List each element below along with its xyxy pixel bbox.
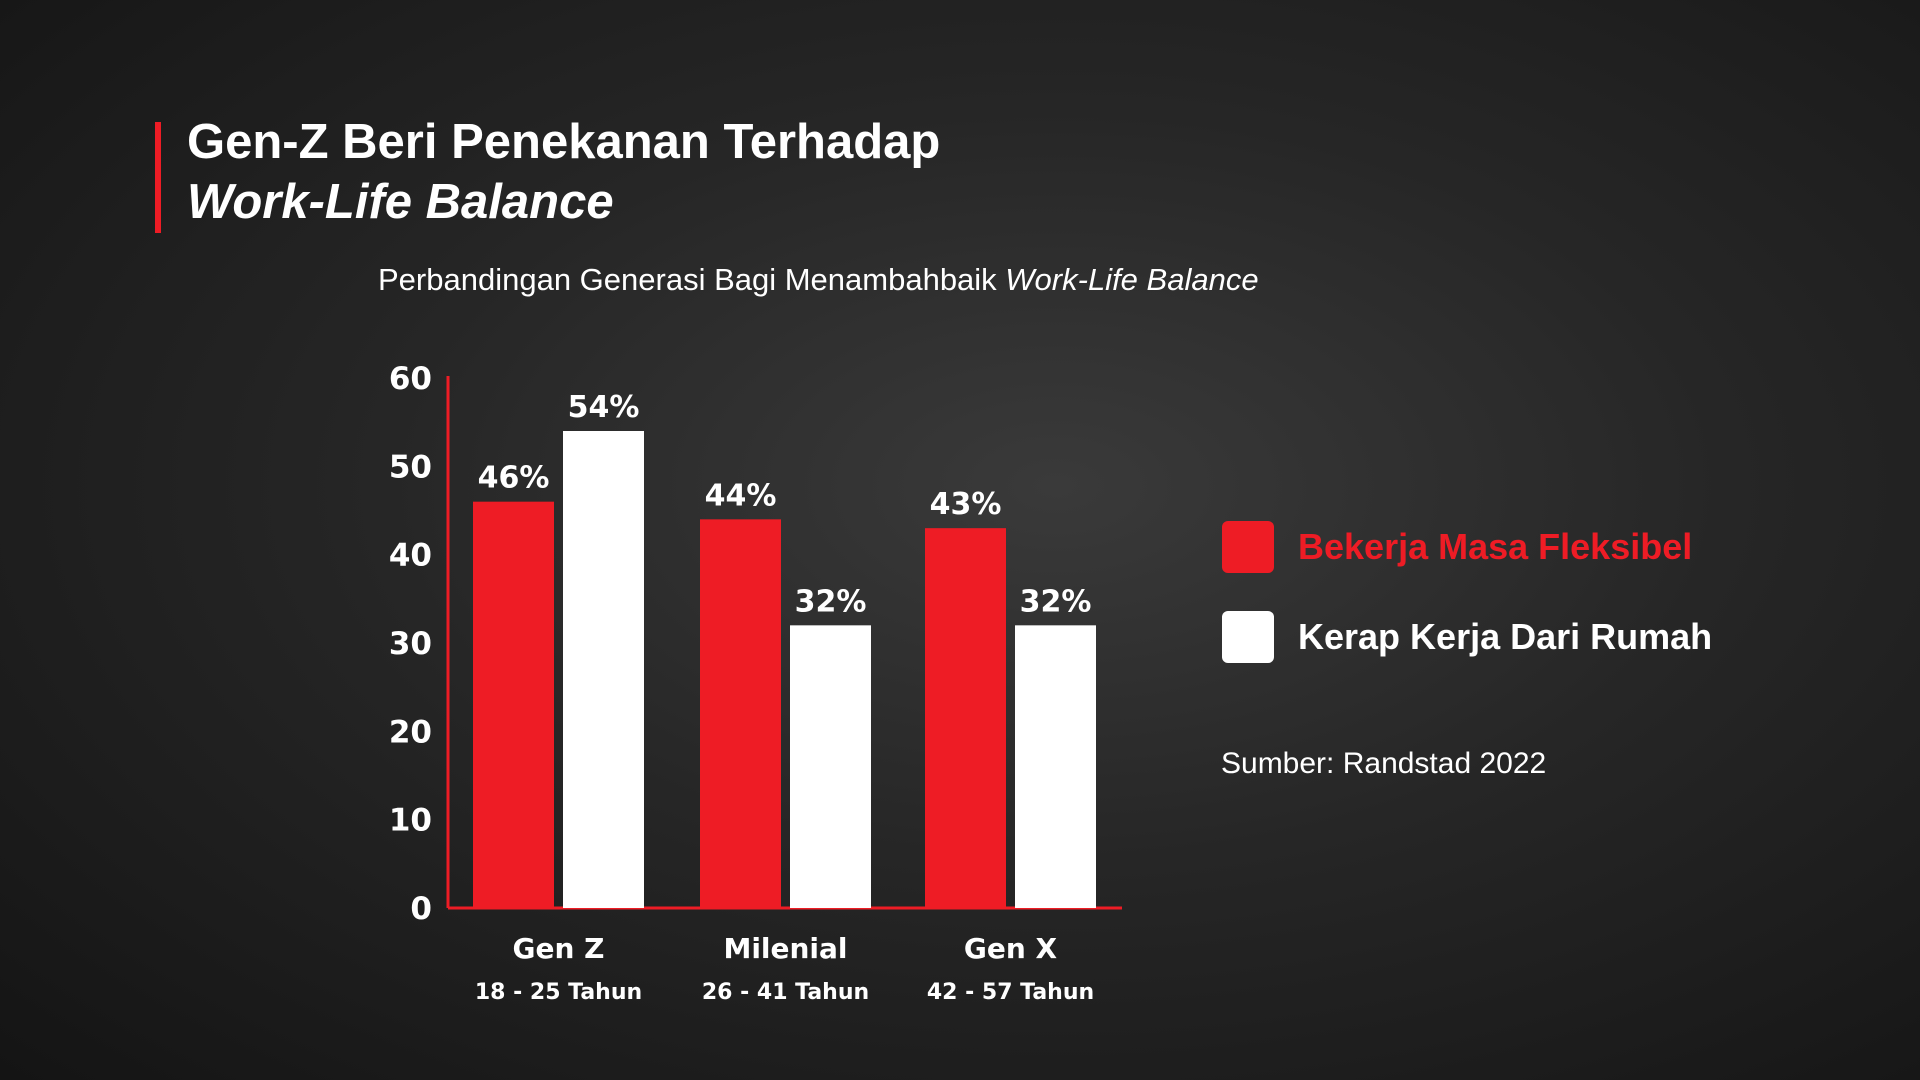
x-category-label: Gen Z <box>513 932 605 965</box>
bar <box>700 519 781 908</box>
legend-swatch-red <box>1222 521 1274 573</box>
x-category-label: Gen X <box>964 932 1058 965</box>
y-tick-label: 20 <box>389 714 432 750</box>
legend-label-series-2: Kerap Kerja Dari Rumah <box>1298 616 1713 657</box>
page-title: Gen-Z Beri Penekanan Terhadap Work-Life … <box>187 112 1187 232</box>
title-line-1: Gen-Z Beri Penekanan Terhadap <box>187 115 941 169</box>
data-label: 54% <box>568 390 640 425</box>
bar <box>790 625 871 908</box>
title-accent-bar <box>155 122 161 233</box>
subtitle-italic: Work-Life Balance <box>1005 262 1259 297</box>
y-tick-label: 50 <box>389 449 432 485</box>
bar <box>925 528 1006 908</box>
y-tick-label: 40 <box>389 538 432 574</box>
legend-swatch-white <box>1222 611 1274 663</box>
title-line-2: Work-Life Balance <box>187 175 614 229</box>
legend-item-series-2: Kerap Kerja Dari Rumah <box>1222 610 1712 664</box>
legend-item-series-1: Bekerja Masa Fleksibel <box>1222 520 1712 574</box>
bar <box>473 501 554 908</box>
chart-subtitle: Perbandingan Generasi Bagi Menambahbaik … <box>378 262 1259 298</box>
y-tick-label: 60 <box>389 361 432 397</box>
bar <box>563 431 644 908</box>
x-category-label: Milenial <box>723 932 847 965</box>
source-note: Sumber: Randstad 2022 <box>1221 747 1547 780</box>
bar <box>1015 625 1096 908</box>
subtitle-text: Perbandingan Generasi Bagi Menambahbaik <box>378 262 1006 297</box>
chart-legend: Bekerja Masa Fleksibel Kerap Kerja Dari … <box>1222 520 1712 700</box>
data-label: 46% <box>478 461 550 496</box>
y-tick-label: 10 <box>389 803 432 839</box>
data-label: 32% <box>1020 584 1092 619</box>
x-category-sublabel: 26 - 41 Tahun <box>702 980 869 1005</box>
legend-label-series-1: Bekerja Masa Fleksibel <box>1298 526 1693 567</box>
data-label: 43% <box>930 487 1002 522</box>
y-tick-label: 30 <box>389 626 432 662</box>
y-tick-label: 0 <box>410 891 432 927</box>
x-category-sublabel: 18 - 25 Tahun <box>475 980 642 1005</box>
data-label: 44% <box>705 478 777 513</box>
data-label: 32% <box>795 584 867 619</box>
x-category-sublabel: 42 - 57 Tahun <box>927 980 1094 1005</box>
